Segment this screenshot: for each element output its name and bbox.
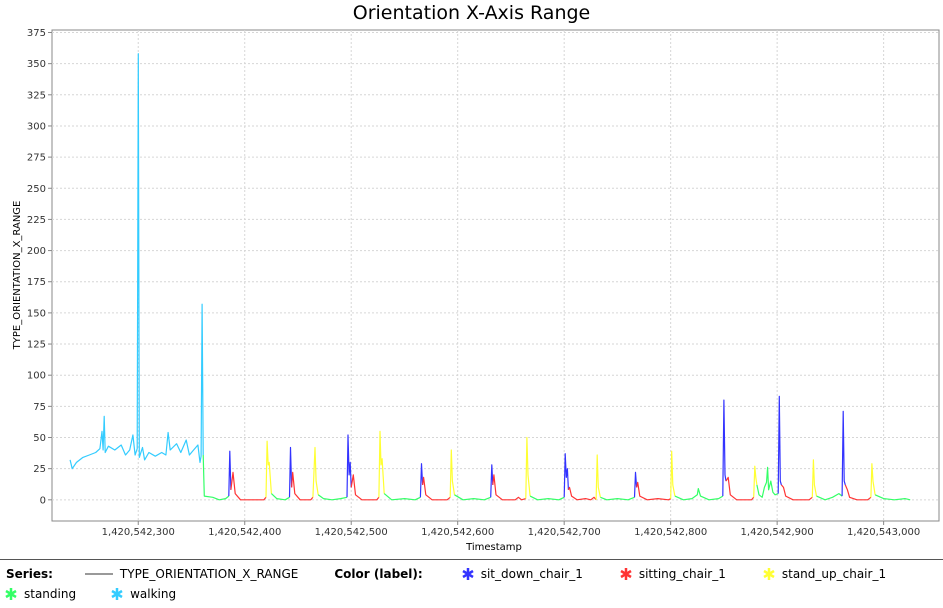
legend-label-walking: walking [110,587,176,601]
y-tick-label: 0 [40,495,46,506]
legend-star-icon [5,588,17,600]
series-segment-stand-up-chair-1 [595,454,601,500]
series-segment-standing [317,494,348,501]
x-tick-label: 1,420,542,300 [102,527,175,538]
x-axis-label: Timestamp [465,542,522,553]
legend-series-heading: Series: [6,567,53,581]
series-segment-standing [383,493,421,501]
legend-star-icon [462,568,474,580]
series-segment-stand-up-chair-1 [670,450,676,499]
legend-label-text: standing [24,587,77,601]
series-segment-sitting-chair-1 [230,471,267,501]
plot-background [51,29,940,522]
series-segment-sit-down-chair-1 [633,471,638,498]
y-tick-label: 225 [27,215,46,226]
series-segment-stand-up-chair-1 [265,440,272,498]
legend-star-icon [763,568,775,580]
legend-series-name: TYPE_ORIENTATION_X_RANGE [119,567,299,581]
y-tick-label: 75 [33,402,46,413]
y-tick-label: 350 [27,59,46,70]
series-segment-sit-down-chair-1 [228,450,232,497]
legend-color-heading: Color (label): [334,567,423,581]
legend-row-1: Series: TYPE_ORIENTATION_X_RANGE Color (… [0,564,886,584]
series-segment-stand-up-chair-1 [870,463,876,498]
series-segment-standing [674,488,724,501]
series-segment-standing [816,493,843,501]
series-segment-sitting-chair-1 [422,476,451,501]
series-segment-sit-down-chair-1 [722,399,727,497]
legend: Series: TYPE_ORIENTATION_X_RANGE Color (… [0,559,943,608]
series-segment-sitting-chair-1 [780,484,813,501]
series-segment-sit-down-chair-1 [490,464,494,498]
legend-label-text: stand_up_chair_1 [781,567,887,581]
series-segment-stand-up-chair-1 [753,465,758,498]
series-segment-stand-up-chair-1 [312,446,319,498]
series-segment-sit-down-chair-1 [288,446,293,498]
series-segment-sit-down-chair-1 [346,434,352,498]
x-tick-label: 1,420,542,800 [634,527,707,538]
series-segment-sitting-chair-1 [291,471,314,501]
y-axis-label: TYPE_ORIENTATION_X_RANGE [12,201,23,351]
series-segment-sitting-chair-1 [492,474,526,501]
y-tick-label: 375 [27,28,46,39]
series-segment-sit-down-chair-1 [841,410,846,497]
x-axis: 1,420,542,300 1,420,542,400 1,420,542,500 1… [102,521,920,538]
y-tick-label: 275 [27,153,46,164]
series-segment-walking [69,53,204,470]
series-segment-sitting-chair-1 [636,481,671,501]
series-segment-sitting-chair-1 [567,486,597,501]
series-segment-standing [454,494,491,501]
y-tick-label: 175 [27,277,46,288]
y-tick-label: 150 [27,308,46,319]
series-segment-standing [270,493,290,501]
legend-label-text: sitting_chair_1 [638,567,726,581]
series-segment-standing [874,494,911,501]
series-segment-sit-down-chair-1 [777,395,782,494]
legend-series-line-swatch [84,573,113,575]
series-segment-stand-up-chair-1 [811,459,818,498]
y-tick-label: 250 [27,184,46,195]
x-tick-label: 1,420,543,000 [847,527,920,538]
y-tick-label: 125 [27,340,46,351]
x-tick-label: 1,420,542,900 [741,527,814,538]
legend-label-text: walking [130,587,177,601]
series-segment-stand-up-chair-1 [449,449,456,498]
series-line [69,53,911,501]
x-tick-label: 1,420,542,700 [528,527,601,538]
series-segment-stand-up-chair-1 [378,430,385,498]
series-segment-standing [600,496,635,501]
series-segment-sitting-chair-1 [725,476,755,501]
legend-row-2: standing walking [0,584,176,604]
series-segment-sitting-chair-1 [350,474,380,501]
chart-title: Orientation X-Axis Range [352,2,591,24]
y-tick-label: 50 [33,433,46,444]
series-segment-standing [202,454,230,501]
series-segment-standing [529,495,565,501]
legend-label-sitting-chair-1: sitting_chair_1 [619,567,726,581]
y-tick-label: 25 [33,464,46,475]
x-tick-label: 1,420,542,600 [421,527,494,538]
y-axis: 0 25 50 75 100 125 150 175 200 225 250 275 300 325 350… [27,28,52,506]
legend-label-stand-up-chair-1: stand_up_chair_1 [762,567,886,581]
y-tick-label: 300 [27,121,46,132]
legend-label-standing: standing [4,587,76,601]
legend-star-icon [620,568,632,580]
y-tick-label: 100 [27,371,46,382]
series-segment-sit-down-chair-1 [419,463,424,498]
legend-series-item: TYPE_ORIENTATION_X_RANGE [84,567,299,581]
x-tick-label: 1,420,542,400 [208,527,281,538]
y-tick-label: 325 [27,90,46,101]
y-tick-label: 200 [27,246,46,257]
legend-label-sit-down-chair-1: sit_down_chair_1 [461,567,583,581]
series-segment-sitting-chair-1 [844,484,872,501]
legend-star-icon [111,588,123,600]
legend-label-text: sit_down_chair_1 [480,567,583,581]
series-segment-standing [756,466,779,498]
chart-svg: 0 25 50 75 100 125 150 175 200 225 250 275 300 325 350… [12,28,940,553]
series-segment-sit-down-chair-1 [563,453,569,498]
x-tick-label: 1,420,542,500 [315,527,388,538]
series-segment-stand-up-chair-1 [525,436,531,499]
